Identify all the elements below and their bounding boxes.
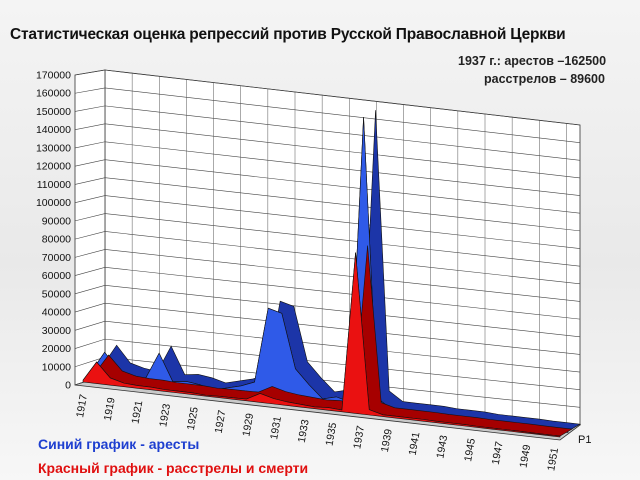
y-tick-label: 40000: [42, 307, 71, 319]
x-tick-label: 1933: [296, 418, 312, 443]
legend-blue-arrests: Синий график - аресты: [38, 436, 200, 452]
y-tick-label: 30000: [42, 325, 71, 337]
annotation-arrests-1937: 1937 г.: арестов –162500: [458, 54, 607, 68]
legend-red-executions: Красный график - расстрелы и смерти: [38, 460, 309, 476]
y-tick-label: 80000: [42, 234, 71, 246]
y-tick-label: 70000: [42, 252, 71, 264]
y-tick-label: 20000: [42, 343, 71, 355]
y-tick-label: 120000: [36, 161, 71, 173]
y-tick-label: 10000: [42, 361, 71, 373]
x-tick-label: 1923: [157, 403, 173, 428]
y-tick-label: 140000: [36, 124, 71, 136]
y-tick-label: 90000: [42, 215, 71, 227]
x-tick-label: 1921: [130, 400, 146, 425]
x-tick-label: 1937: [351, 425, 367, 450]
chart-title: Статистическая оценка репрессий против Р…: [10, 26, 566, 43]
x-tick-label: 1931: [268, 415, 284, 440]
y-tick-label: 170000: [36, 70, 71, 82]
y-tick-label: 50000: [42, 288, 71, 300]
annotation-executions-1937: расстрелов – 89600: [484, 72, 605, 86]
x-tick-label: 1939: [379, 428, 395, 453]
y-tick-label: 100000: [36, 197, 71, 209]
x-tick-label: 1947: [490, 440, 506, 465]
x-tick-label: 1935: [324, 422, 340, 447]
x-tick-label: 1949: [518, 444, 534, 469]
y-tick-label: 160000: [36, 88, 71, 100]
x-tick-label: 1917: [74, 393, 90, 418]
x-tick-label: 1925: [185, 406, 201, 431]
x-tick-label: 1943: [434, 434, 450, 459]
y-tick-label: 110000: [37, 179, 71, 191]
y-tick-label: 0: [65, 380, 71, 392]
x-tick-label: 1919: [102, 396, 118, 421]
x-tick-label: 1945: [462, 437, 478, 462]
series-executions-front: [82, 252, 561, 438]
y-tick-label: 60000: [42, 270, 71, 282]
left-wall: [74, 69, 106, 386]
series-label-p1: Р1: [578, 434, 591, 446]
x-tick-label: 1951: [545, 447, 561, 472]
x-tick-label: 1927: [213, 409, 229, 434]
x-tick-label: 1929: [240, 412, 256, 437]
y-tick-label: 150000: [36, 106, 71, 118]
y-tick-label: 130000: [36, 142, 71, 154]
x-tick-label: 1941: [407, 431, 423, 456]
